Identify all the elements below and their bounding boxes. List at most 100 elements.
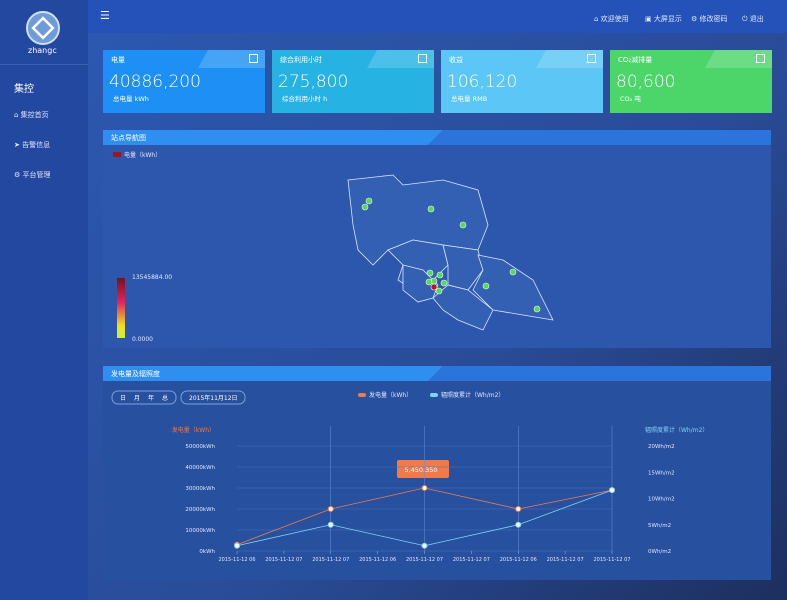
card-accent bbox=[705, 50, 772, 68]
y-axis-label: 发电量（kWh） bbox=[172, 426, 215, 434]
x-tick-label: 2015-11-12 07 bbox=[265, 557, 302, 563]
top-link[interactable]: ⌂ 欢迎使用 bbox=[594, 15, 629, 23]
legend-label: 辐照度累计（Wh/m2） bbox=[441, 391, 504, 399]
top-link[interactable]: ⚙ 修改密码 bbox=[691, 15, 728, 23]
sidebar: zhangc 集控 ⌂ 集控首页 ➤ 告警信息 ⚙ 平台管理 bbox=[0, 0, 88, 600]
x-tick-label: 2015-11-12 07 bbox=[312, 557, 349, 563]
map-regions bbox=[347, 174, 554, 331]
stat-card: 收益 106,120 总电量 RMB bbox=[441, 50, 603, 113]
map-panel: 站点导航图 电量（kWh） 13545884.00 0.0000 bbox=[103, 130, 771, 348]
tooltip: 5,450.350 bbox=[404, 466, 437, 474]
menu-toggle[interactable]: ☰ bbox=[100, 9, 110, 22]
y-tick-label: 50000kWh bbox=[185, 444, 215, 450]
y2-tick-label: 5Wh/m2 bbox=[648, 523, 671, 529]
y2-tick-label: 10Wh/m2 bbox=[648, 497, 675, 503]
legend-label: 发电量（kWh） bbox=[369, 391, 412, 399]
menu-item[interactable]: ⌂ 集控首页 bbox=[14, 111, 49, 119]
y2-axis-label: 辐照度累计（Wh/m2） bbox=[645, 426, 708, 434]
panel-header bbox=[103, 130, 443, 145]
x-tick-label: 2015-11-12 06 bbox=[500, 557, 537, 563]
x-tick-label: 2015-11-12 06 bbox=[218, 557, 255, 563]
range-button[interactable]: 总 bbox=[162, 394, 168, 402]
card-icon bbox=[249, 54, 258, 63]
card-accent bbox=[198, 50, 265, 68]
stat-card: CO₂减排量 80,600 CO₂ 吨 bbox=[610, 50, 772, 113]
y-tick-label: 20000kWh bbox=[185, 507, 215, 513]
scale-max: 13545884.00 bbox=[132, 274, 172, 281]
link-label[interactable]: 退出 bbox=[749, 15, 764, 23]
link-label[interactable]: 欢迎使用 bbox=[600, 15, 629, 23]
y2-tick-label: 20Wh/m2 bbox=[648, 444, 675, 450]
card-subtitle: 总电量 kWh bbox=[113, 95, 149, 103]
menu-item[interactable]: ⚙ 平台管理 bbox=[14, 171, 51, 179]
card-icon bbox=[756, 54, 765, 63]
x-tick-label: 2015-11-12 07 bbox=[453, 557, 490, 563]
legend-swatch bbox=[358, 393, 366, 397]
range-button[interactable]: 年 bbox=[148, 394, 154, 402]
panel-title: 发电量及辐照度 bbox=[111, 369, 160, 378]
data-point bbox=[421, 485, 428, 491]
y2-tick-label: 0Wh/m2 bbox=[648, 549, 671, 555]
stat-card: 综合利用小时 275,800 综合利用小时 h bbox=[272, 50, 434, 113]
tooltip-box bbox=[397, 460, 449, 478]
chart-panel: 发电量及辐照度 日 月 年 总 2015年11月12日 5,450.350 发电… bbox=[103, 366, 771, 580]
data-point bbox=[515, 521, 522, 528]
button-group bbox=[111, 390, 177, 405]
legend-swatch bbox=[430, 393, 438, 397]
data-point bbox=[421, 542, 428, 549]
card-accent bbox=[536, 50, 603, 68]
legend-swatch bbox=[113, 152, 121, 157]
card-icon bbox=[587, 54, 596, 63]
data-point bbox=[609, 487, 615, 494]
y-tick-label: 0kWh bbox=[199, 549, 215, 555]
panel-header bbox=[428, 366, 771, 381]
x-tick-label: 2015-11-12 07 bbox=[593, 557, 630, 563]
y-tick-label: 40000kWh bbox=[185, 465, 215, 471]
scale-min: 0.0000 bbox=[132, 336, 153, 343]
card-value: 275,800 bbox=[278, 72, 349, 92]
legend-label: 电量（kWh） bbox=[124, 151, 161, 159]
card-title: 收益 bbox=[449, 56, 463, 64]
data-point bbox=[327, 506, 334, 512]
card-value: 106,120 bbox=[447, 72, 518, 92]
card-accent bbox=[367, 50, 434, 68]
x-tick-label: 2015-11-12 06 bbox=[359, 557, 396, 563]
logo-icon bbox=[26, 11, 60, 45]
link-label[interactable]: 修改密码 bbox=[699, 15, 728, 23]
card-subtitle: 综合利用小时 h bbox=[282, 95, 328, 103]
card-value: 40886,200 bbox=[109, 72, 201, 92]
range-button[interactable]: 月 bbox=[134, 395, 140, 402]
date-picker[interactable] bbox=[180, 390, 246, 405]
card-subtitle: 总电量 RMB bbox=[451, 95, 488, 103]
card-title: 电量 bbox=[111, 56, 125, 64]
panel-title: 站点导航图 bbox=[111, 133, 146, 142]
y-tick-label: 30000kWh bbox=[185, 486, 215, 492]
panel-header bbox=[428, 130, 771, 145]
link-label[interactable]: 大屏显示 bbox=[653, 15, 682, 23]
menu-label[interactable]: 平台管理 bbox=[22, 171, 51, 179]
stat-card: 电量 40886,200 总电量 kWh bbox=[103, 50, 265, 113]
data-point bbox=[327, 521, 334, 528]
y-tick-label: 10000kWh bbox=[185, 528, 215, 534]
section-title: 集控 bbox=[14, 84, 34, 95]
topbar: ☰ ⌂ 欢迎使用 ▣ 大屏显示 ⚙ 修改密码 ⏻ 退出 bbox=[88, 0, 787, 33]
card-title: CO₂减排量 bbox=[618, 56, 653, 64]
card-subtitle: CO₂ 吨 bbox=[620, 95, 641, 103]
top-link[interactable]: ▣ 大屏显示 bbox=[645, 15, 682, 23]
card-title: 综合利用小时 bbox=[280, 56, 322, 64]
divider bbox=[0, 64, 88, 65]
menu-label[interactable]: 集控首页 bbox=[20, 111, 49, 119]
card-value: 80,600 bbox=[616, 72, 676, 92]
panel-header bbox=[103, 366, 443, 381]
data-point bbox=[234, 542, 240, 549]
menu-label[interactable]: 告警信息 bbox=[22, 141, 51, 149]
station-points bbox=[361, 197, 541, 313]
logo-text: zhangc bbox=[28, 46, 57, 55]
card-icon bbox=[418, 54, 427, 63]
y2-tick-label: 15Wh/m2 bbox=[648, 470, 675, 476]
menu-item[interactable]: ➤ 告警信息 bbox=[14, 141, 51, 149]
top-link[interactable]: ⏻ 退出 bbox=[742, 15, 764, 23]
date-label[interactable]: 2015年11月12日 bbox=[189, 394, 238, 402]
range-button[interactable]: 日 bbox=[120, 395, 126, 402]
